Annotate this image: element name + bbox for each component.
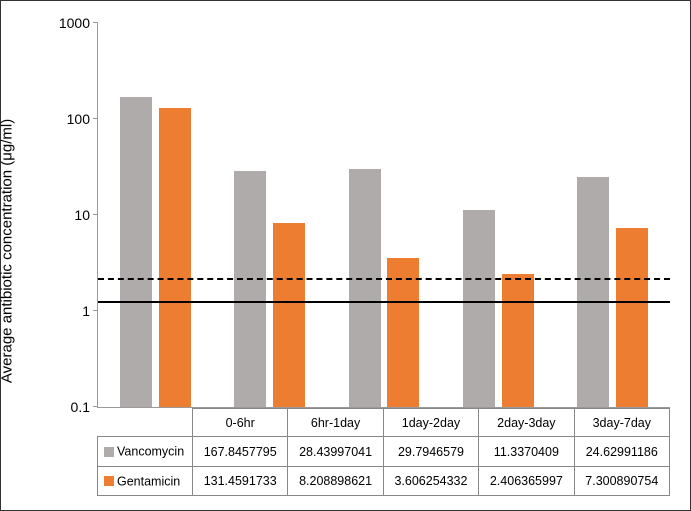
table-row-header: Gentamicin xyxy=(98,466,193,495)
plot-area: 0.11101001000 xyxy=(97,23,670,408)
table-col-header: 6hr-1day xyxy=(288,409,383,437)
bar xyxy=(577,177,609,407)
table-row: Vancomycin 167.845779528.4399704129.79465… xyxy=(98,437,670,466)
table-row-header: Vancomycin xyxy=(98,437,193,466)
legend-swatch xyxy=(104,476,114,486)
legend-swatch xyxy=(104,447,114,457)
bar xyxy=(463,210,495,407)
chart-inner: Average antibiotic concentration (μg/ml)… xyxy=(15,15,670,496)
y-tick-mark xyxy=(93,214,98,215)
table-col-header: 2day-3day xyxy=(479,409,574,437)
table-row: Gentamicin 131.45917338.2088986213.606254… xyxy=(98,466,670,495)
y-axis-title: Average antibiotic concentration (μg/ml) xyxy=(0,118,16,382)
table-cell: 28.43997041 xyxy=(288,437,383,466)
table-col-header: 1day-2day xyxy=(383,409,478,437)
reference-line xyxy=(98,278,670,280)
table-corner-cell xyxy=(98,409,193,437)
bar xyxy=(349,169,381,407)
table-col-header: 3day-7day xyxy=(574,409,669,437)
y-tick-mark xyxy=(93,406,98,407)
y-tick-label: 100 xyxy=(67,111,98,127)
table-cell: 131.4591733 xyxy=(193,466,288,495)
bar xyxy=(502,274,534,407)
y-tick-label: 0.1 xyxy=(71,399,98,415)
y-tick-label: 1000 xyxy=(59,15,98,31)
table-cell: 3.606254332 xyxy=(383,466,478,495)
y-tick-mark xyxy=(93,22,98,23)
bar xyxy=(120,97,152,407)
chart-container: Average antibiotic concentration (μg/ml)… xyxy=(0,0,691,511)
table-col-header: 0-6hr xyxy=(193,409,288,437)
bar xyxy=(273,223,305,407)
data-table: 0-6hr6hr-1day1day-2day2day-3day3day-7day… xyxy=(97,408,670,496)
table-cell: 167.8457795 xyxy=(193,437,288,466)
table-cell: 29.7946579 xyxy=(383,437,478,466)
table-cell: 2.406365997 xyxy=(479,466,574,495)
bar xyxy=(159,108,191,407)
y-tick-label: 1 xyxy=(82,303,98,319)
y-tick-mark xyxy=(93,118,98,119)
series-name: Gentamicin xyxy=(117,474,180,488)
table-cell: 7.300890754 xyxy=(574,466,669,495)
table-cell: 8.208898621 xyxy=(288,466,383,495)
bar xyxy=(616,228,648,407)
table-cell: 24.62991186 xyxy=(574,437,669,466)
bar xyxy=(234,171,266,407)
y-tick-label: 10 xyxy=(74,207,98,223)
table-header-row: 0-6hr6hr-1day1day-2day2day-3day3day-7day xyxy=(98,409,670,437)
series-name: Vancomycin xyxy=(117,445,184,459)
table-cell: 11.3370409 xyxy=(479,437,574,466)
reference-line xyxy=(98,301,670,303)
y-tick-mark xyxy=(93,310,98,311)
